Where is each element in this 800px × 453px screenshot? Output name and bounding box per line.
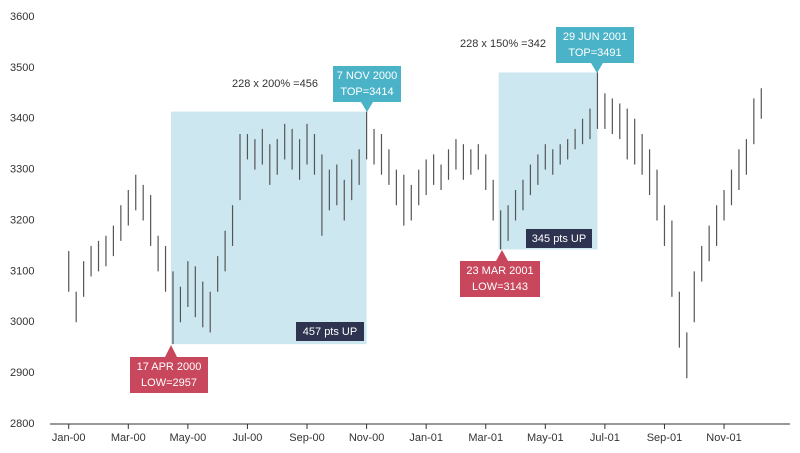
callout-text: 29 JUN 2001 (563, 31, 627, 43)
calc-note: 228 x 200% =456 (232, 78, 318, 90)
x-tick-label: Jan-00 (52, 432, 86, 444)
x-tick-label: Jan-01 (409, 432, 443, 444)
y-tick-label: 3000 (10, 316, 34, 328)
calc-note: 228 x 150% =342 (460, 38, 546, 50)
gain-label-box (296, 322, 364, 341)
gain-label-box (526, 229, 592, 248)
x-tick-label: Mar-01 (468, 432, 503, 444)
callout-pointer (361, 102, 373, 112)
y-tick-label: 2800 (10, 418, 34, 430)
callout-text: TOP=3414 (340, 86, 393, 98)
x-tick-label: Sep-01 (647, 432, 682, 444)
callout-box (333, 66, 401, 102)
x-tick-label: Sep-00 (289, 432, 324, 444)
y-tick-label: 2900 (10, 367, 34, 379)
callout-text: LOW=3143 (472, 281, 528, 293)
callout-text: 17 APR 2000 (137, 361, 202, 373)
x-tick-label: Nov-00 (349, 432, 384, 444)
callout-text: LOW=2957 (141, 377, 197, 389)
gain-label: 345 pts UP (532, 233, 586, 245)
callout-box (460, 261, 540, 297)
callout-box (130, 357, 208, 393)
x-tick-label: Jul-01 (590, 432, 620, 444)
y-tick-label: 3500 (10, 62, 34, 74)
highlight-range (498, 72, 598, 250)
callout-box (556, 27, 634, 63)
y-tick-label: 3100 (10, 265, 34, 277)
callout-text: 7 NOV 2000 (337, 70, 398, 82)
callout-text: 23 MAR 2001 (466, 265, 533, 277)
x-tick-label: Jul-00 (232, 432, 262, 444)
x-tick-label: May-01 (527, 432, 564, 444)
y-tick-label: 3200 (10, 214, 34, 226)
callout-pointer (591, 63, 603, 73)
callout-pointer (496, 250, 508, 261)
y-tick-label: 3600 (10, 11, 34, 23)
x-tick-label: Nov-01 (706, 432, 741, 444)
highlight-range (170, 111, 367, 345)
y-tick-label: 3400 (10, 113, 34, 125)
x-tick-label: May-00 (170, 432, 207, 444)
gain-label: 457 pts UP (303, 326, 357, 338)
callout-text: TOP=3491 (568, 47, 621, 59)
callout-pointer (165, 345, 177, 357)
y-tick-label: 3300 (10, 164, 34, 176)
x-tick-label: Mar-00 (111, 432, 146, 444)
